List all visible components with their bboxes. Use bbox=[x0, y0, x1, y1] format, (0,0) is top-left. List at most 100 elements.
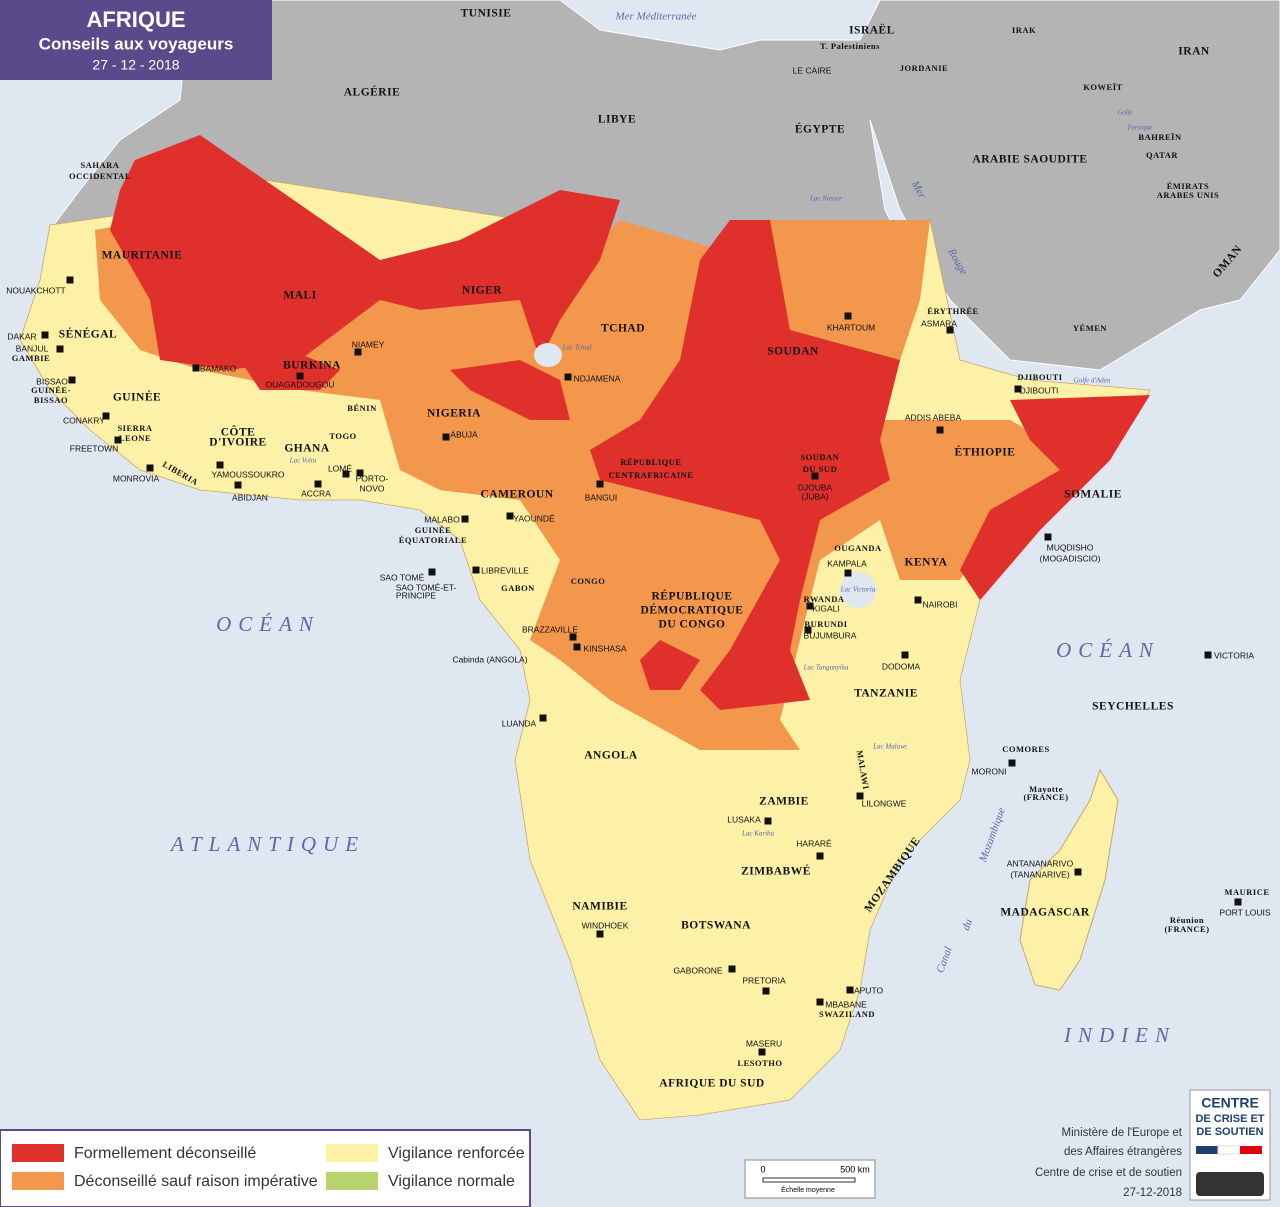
country-label: BURKINA bbox=[283, 360, 341, 372]
country-label: JORDANIE bbox=[900, 63, 948, 73]
capital-label: DODOMA bbox=[882, 661, 921, 671]
capital-label: NAIROBI bbox=[923, 599, 958, 609]
country-label: BOTSWANA bbox=[681, 920, 751, 932]
country-label: SIERRA bbox=[117, 423, 152, 433]
capital-label: VICTORIA bbox=[1214, 650, 1254, 660]
capital-label: MAPUTO bbox=[847, 985, 884, 995]
credit-line: des Affaires étrangères bbox=[1064, 1146, 1182, 1158]
capital-label: DAKAR bbox=[7, 331, 36, 341]
capital-label: KAMPALA bbox=[827, 558, 867, 568]
capital-label: (MOGADISCIO) bbox=[1040, 553, 1101, 563]
capital-marker bbox=[914, 596, 922, 604]
capital-label: BRAZZAVILLE bbox=[522, 624, 578, 634]
country-label: SAHARA bbox=[81, 160, 120, 170]
capital-label: OUAGADOUGOU bbox=[266, 379, 335, 389]
capital-marker bbox=[856, 792, 864, 800]
country-label: ZIMBABWÉ bbox=[741, 864, 811, 878]
capital-label: MORONI bbox=[972, 766, 1007, 776]
capital-label: LE CAIRE bbox=[793, 65, 832, 75]
capital-marker bbox=[192, 364, 200, 372]
capital-label: SAO TOMÉ-ET- bbox=[396, 582, 457, 592]
capital-marker bbox=[356, 469, 364, 477]
capital-label: ASMARA bbox=[921, 318, 957, 328]
water-label: Lac Kariba bbox=[741, 830, 775, 838]
capital-label: MASERU bbox=[746, 1038, 782, 1048]
capital-label: YAOUNDÉ bbox=[513, 513, 555, 523]
country-label: MALI bbox=[283, 290, 316, 302]
capital-label: (TANANARIVE) bbox=[1010, 869, 1070, 879]
madagascar bbox=[1019, 768, 1119, 991]
country-label: SOUDAN bbox=[767, 346, 819, 358]
country-label: GUINÉE- bbox=[31, 385, 71, 395]
capital-marker bbox=[846, 986, 854, 994]
scale-caption: Échelle moyenne bbox=[781, 1185, 835, 1194]
capital-label: PORT LOUIS bbox=[1219, 907, 1271, 917]
capital-label: Cabinda (ANGOLA) bbox=[452, 654, 527, 664]
country-label: GAMBIE bbox=[12, 353, 50, 363]
capital-label: PRINCIPE bbox=[396, 590, 436, 600]
capital-marker bbox=[569, 633, 577, 641]
legend-swatch bbox=[326, 1172, 378, 1190]
country-label: BURUNDI bbox=[804, 619, 847, 629]
water-label: Golfe bbox=[1117, 109, 1133, 117]
country-label: D'IVOIRE bbox=[209, 437, 266, 449]
capital-marker bbox=[564, 373, 572, 381]
flag-white bbox=[1217, 1145, 1241, 1155]
title-box bbox=[0, 0, 272, 80]
capital-marker bbox=[41, 331, 49, 339]
legend-label: Déconseillé sauf raison impérative bbox=[74, 1173, 318, 1190]
capital-label: MBABANE bbox=[825, 999, 867, 1009]
capital-marker bbox=[728, 965, 736, 973]
country-label: SOMALIE bbox=[1064, 489, 1122, 501]
scale-end: 500 km bbox=[840, 1164, 870, 1174]
water-label: Lac Victoria bbox=[840, 586, 876, 594]
capital-marker bbox=[811, 472, 819, 480]
country-label: TUNISIE bbox=[461, 8, 512, 20]
capital-label: NDJAMENA bbox=[574, 373, 621, 383]
country-label: DU SUD bbox=[803, 464, 837, 474]
country-label: DJIBOUTI bbox=[1017, 372, 1062, 382]
lake bbox=[840, 572, 876, 608]
country-label: ANGOLA bbox=[584, 750, 638, 762]
capital-marker bbox=[68, 376, 76, 384]
country-label: ARABIE SAOUDITE bbox=[972, 154, 1087, 166]
legend-label: Formellement déconseillé bbox=[74, 1145, 256, 1162]
country-label: AFRIQUE DU SUD bbox=[659, 1078, 764, 1090]
country-label: BAHREÏN bbox=[1138, 132, 1182, 142]
capital-label: YAMOUSSOUKRO bbox=[211, 469, 284, 479]
country-label: TOGO bbox=[329, 431, 356, 441]
capital-marker bbox=[758, 1048, 766, 1056]
capital-marker bbox=[539, 714, 547, 722]
country-label: SEYCHELLES bbox=[1092, 701, 1174, 713]
date: 27 - 12 - 2018 bbox=[92, 57, 179, 73]
country-label: CENTRAFRICAINE bbox=[609, 470, 694, 480]
capital-marker bbox=[461, 515, 469, 523]
capital-marker bbox=[816, 998, 824, 1006]
country-label: COMORES bbox=[1002, 744, 1049, 754]
country-label: SÉNÉGAL bbox=[59, 327, 117, 341]
water-label: OCÉAN bbox=[1056, 638, 1160, 662]
capital-marker bbox=[102, 412, 110, 420]
country-label: ÉRYTHRÉE bbox=[927, 306, 978, 316]
water-label: OCÉAN bbox=[216, 612, 320, 636]
country-label: MAURITANIE bbox=[102, 250, 183, 262]
country-label: IRAK bbox=[1012, 25, 1036, 35]
country-label: TANZANIE bbox=[854, 688, 918, 700]
water-label: INDIEN bbox=[1063, 1023, 1176, 1047]
capital-marker bbox=[816, 852, 824, 860]
country-label: ÉMIRATS bbox=[1167, 181, 1210, 191]
capital-label: NIAMEY bbox=[352, 339, 385, 349]
country-label: GABON bbox=[501, 583, 535, 593]
capital-marker bbox=[342, 470, 350, 478]
country-label: BISSAO bbox=[34, 395, 68, 405]
capital-marker bbox=[442, 433, 450, 441]
country-label: OCCIDENTAL bbox=[69, 171, 131, 181]
legend-swatch bbox=[12, 1172, 64, 1190]
capital-marker bbox=[596, 480, 604, 488]
country-label: ÉGYPTE bbox=[795, 122, 845, 136]
credit-line: Ministère de l'Europe et bbox=[1062, 1127, 1183, 1139]
credit-line: Centre de crise et de soutien bbox=[1035, 1167, 1182, 1179]
country-label: CÔTE bbox=[221, 425, 256, 439]
capital-marker bbox=[844, 569, 852, 577]
